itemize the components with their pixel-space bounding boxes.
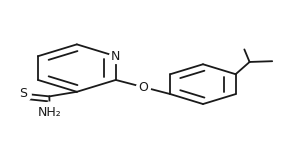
- Text: N: N: [111, 50, 120, 63]
- Text: S: S: [19, 87, 27, 100]
- Text: NH₂: NH₂: [38, 106, 62, 119]
- Text: O: O: [138, 80, 148, 93]
